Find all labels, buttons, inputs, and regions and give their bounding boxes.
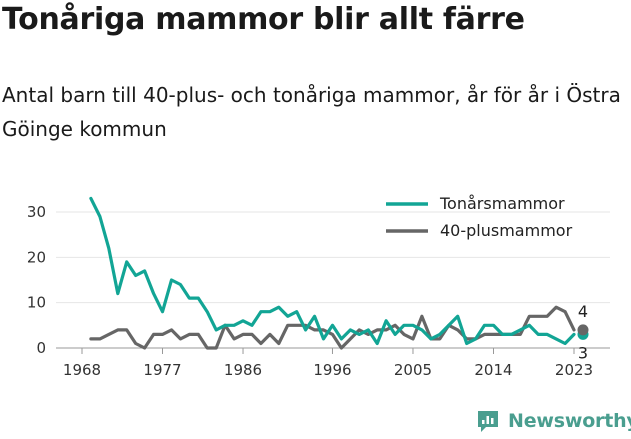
brand-name: Newsworthy [508, 410, 631, 432]
x-tick-label-1996: 1996 [313, 361, 351, 379]
series-lines [89, 196, 576, 350]
legend: Tonårsmammor 40-plusmammor [386, 194, 573, 240]
newsworthy-logo-icon [478, 411, 498, 432]
y-axis-ticks: 0 10 20 30 [27, 203, 46, 357]
end-label-40-plusmammor: 4 [578, 302, 588, 321]
series-line-40-plusmammor [89, 305, 576, 350]
end-marker-40-plusmammor [577, 324, 589, 336]
newsworthy-logo: Newsworthy [476, 406, 631, 436]
gridlines [56, 211, 610, 349]
x-tick-label-1968: 1968 [63, 361, 101, 379]
chart-title: Tonåriga mammor blir allt färre [2, 2, 525, 37]
x-tick-label-1986: 1986 [224, 361, 262, 379]
end-label-tonårsmammor: 3 [578, 343, 588, 362]
chart-subtitle: Antal barn till 40-plus- och tonåriga ma… [2, 83, 621, 141]
legend-label-40-plusmammor: 40-plusmammor [440, 221, 573, 240]
x-axis-ticks: 1968 1977 1986 1996 2005 2014 2023 [63, 348, 593, 379]
y-tick-label-30: 30 [27, 203, 46, 221]
series-line-tonårsmammor [89, 196, 576, 346]
x-tick-label-1977: 1977 [143, 361, 181, 379]
x-tick-label-2023: 2023 [555, 361, 593, 379]
x-tick-label-2005: 2005 [394, 361, 432, 379]
end-markers: 34 [577, 302, 589, 362]
y-tick-label-0: 0 [36, 339, 46, 357]
legend-label-tonårsmammor: Tonårsmammor [439, 194, 565, 213]
x-tick-label-2014: 2014 [474, 361, 512, 379]
y-tick-label-10: 10 [27, 294, 46, 312]
y-tick-label-20: 20 [27, 248, 46, 266]
